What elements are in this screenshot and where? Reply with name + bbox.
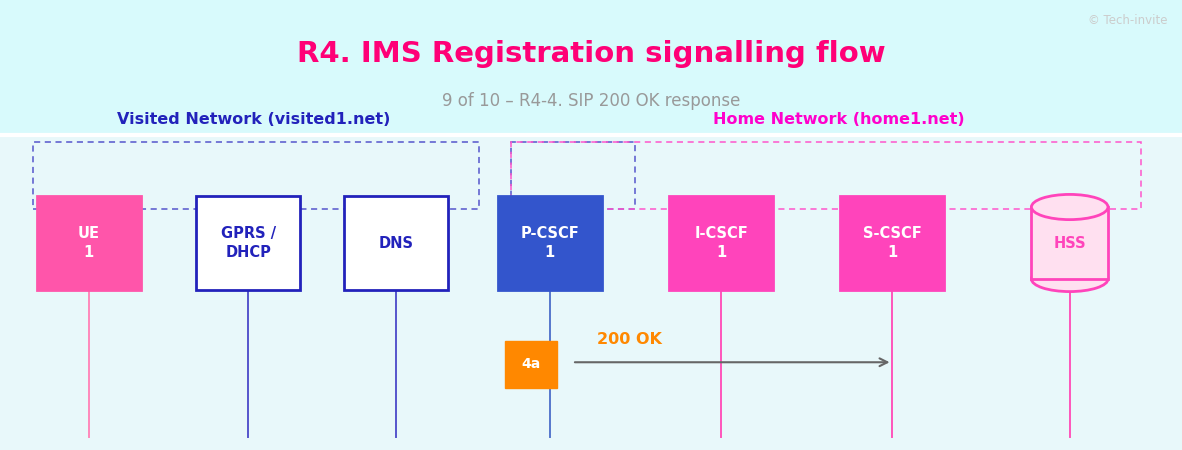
Text: S-CSCF
1: S-CSCF 1: [863, 226, 922, 260]
Text: I-CSCF
1: I-CSCF 1: [694, 226, 748, 260]
FancyBboxPatch shape: [669, 195, 773, 291]
FancyBboxPatch shape: [505, 341, 557, 388]
Text: HSS: HSS: [1053, 235, 1086, 251]
Text: Home Network (home1.net): Home Network (home1.net): [714, 112, 965, 127]
Ellipse shape: [1032, 194, 1108, 220]
Bar: [33, 142, 479, 209]
Text: DNS: DNS: [378, 235, 414, 251]
FancyBboxPatch shape: [37, 195, 141, 291]
Text: 4a: 4a: [521, 357, 540, 372]
Text: UE
1: UE 1: [78, 226, 99, 260]
Ellipse shape: [1032, 266, 1108, 292]
Bar: [0, 0, 1182, 135]
Text: P-CSCF
1: P-CSCF 1: [520, 226, 579, 260]
Text: Visited Network (visited1.net): Visited Network (visited1.net): [117, 112, 391, 127]
Bar: [511, 142, 635, 209]
Text: GPRS /
DHCP: GPRS / DHCP: [221, 226, 275, 260]
Bar: [1032, 207, 1108, 279]
FancyBboxPatch shape: [498, 195, 602, 291]
Text: R4. IMS Registration signalling flow: R4. IMS Registration signalling flow: [297, 40, 885, 68]
Bar: [511, 142, 1141, 209]
FancyBboxPatch shape: [344, 195, 448, 291]
Text: © Tech-invite: © Tech-invite: [1089, 14, 1168, 27]
Text: 200 OK: 200 OK: [597, 332, 662, 347]
Bar: [1032, 206, 1108, 208]
Text: 9 of 10 – R4-4. SIP 200 OK response: 9 of 10 – R4-4. SIP 200 OK response: [442, 92, 740, 110]
FancyBboxPatch shape: [840, 195, 944, 291]
FancyBboxPatch shape: [196, 195, 300, 291]
